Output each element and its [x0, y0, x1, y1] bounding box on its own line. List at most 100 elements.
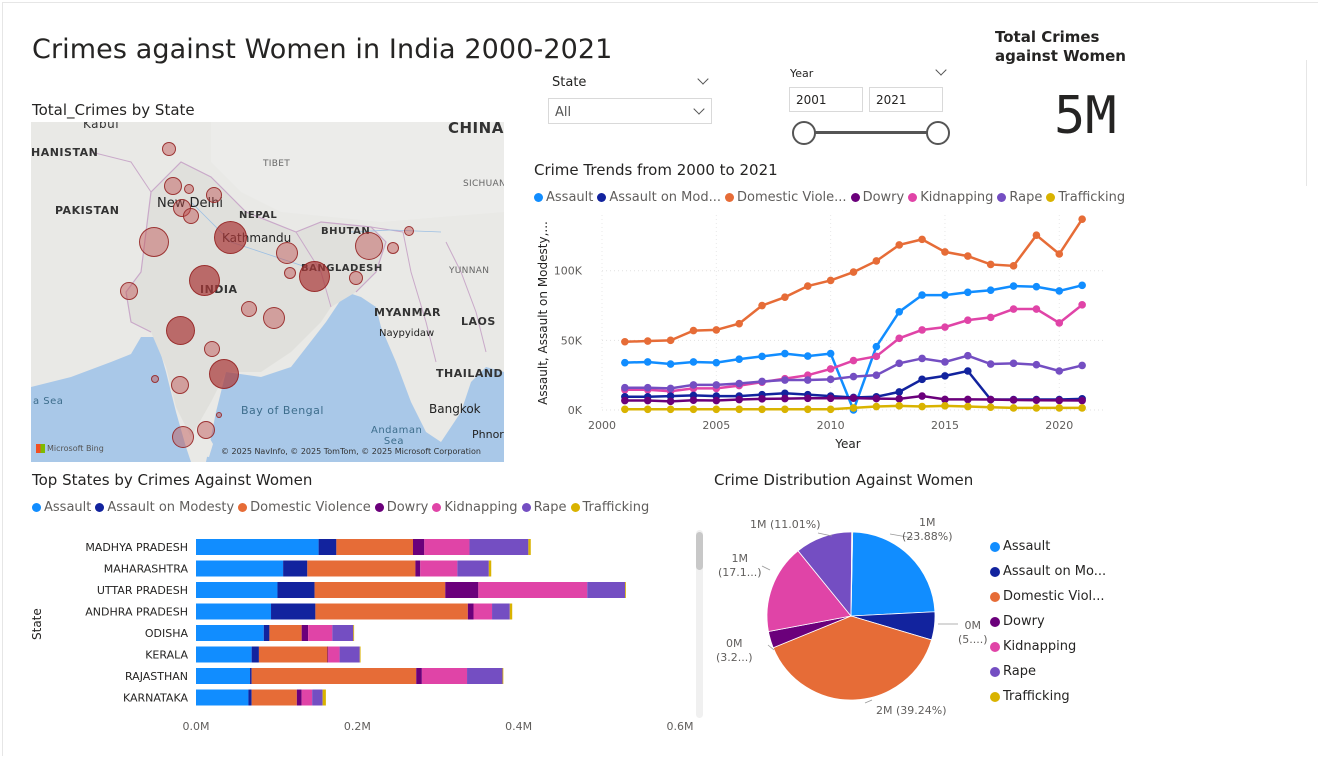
pie-label-assault-on-modesty: 0M (5....)	[958, 619, 988, 646]
legend-label: Trafficking	[1003, 689, 1070, 704]
line-point	[964, 402, 972, 411]
map-bubble[interactable]	[263, 307, 285, 329]
map-bubble[interactable]	[209, 359, 239, 389]
line-point	[1009, 359, 1018, 368]
year-from-input[interactable]: 2001	[789, 87, 863, 112]
map-bubble[interactable]	[120, 282, 138, 300]
line-point	[986, 260, 995, 269]
bar-segment-domestic-violence	[251, 668, 417, 684]
map-bubble[interactable]	[184, 184, 194, 194]
legend-item-domestic-violence[interactable]: Domestic Violence	[238, 500, 371, 515]
legend-item-assault[interactable]: Assault	[32, 500, 91, 515]
map-bubble[interactable]	[299, 261, 330, 292]
legend-item-rape[interactable]: Rape	[997, 190, 1042, 205]
legend-item-trafficking[interactable]: Trafficking	[1046, 190, 1125, 205]
legend-label: Rape	[1003, 664, 1036, 679]
legend-item-assault-on-modesty[interactable]: Assault on Modesty	[95, 500, 234, 515]
map-bubble[interactable]	[183, 208, 199, 224]
line-point	[643, 337, 652, 345]
year-slicer-label: Year	[790, 67, 814, 80]
map-bubble[interactable]	[189, 265, 220, 296]
map-bubble[interactable]	[349, 271, 363, 285]
line-point	[758, 377, 766, 386]
map-bubble[interactable]	[355, 232, 383, 260]
bar-segment-domestic-violence	[314, 582, 446, 598]
map-bubble[interactable]	[139, 227, 169, 257]
map-bubble[interactable]	[172, 426, 194, 448]
line-point	[1078, 301, 1086, 309]
legend-dot	[990, 691, 1000, 702]
bar-segment-assault	[196, 603, 272, 620]
map-bubble[interactable]	[162, 142, 176, 156]
india-bubble-map[interactable]: Kabul HANISTAN PAKISTAN CHINA TIBET SICH…	[31, 122, 504, 462]
legend-item-rape[interactable]: Rape	[521, 500, 567, 515]
map-bubble[interactable]	[216, 412, 222, 418]
y-axis-title: Assault, Assault on Modesty,...	[536, 221, 550, 405]
map-bubble[interactable]	[276, 242, 298, 264]
map-label-china: CHINA	[448, 122, 504, 137]
map-bubble[interactable]	[206, 187, 222, 203]
line-chart-title: Crime Trends from 2000 to 2021	[534, 161, 778, 179]
legend-item-assault[interactable]: Assault	[534, 190, 593, 205]
legend-item-assault-on-modesty[interactable]: Assault on Mo...	[990, 559, 1106, 584]
map-bubble[interactable]	[241, 301, 257, 317]
legend-dot	[850, 193, 860, 202]
map-bubble[interactable]	[204, 341, 220, 357]
bar-segment-domestic-violence	[258, 646, 328, 663]
line-point	[986, 395, 995, 404]
legend-item-rape[interactable]: Rape	[990, 659, 1106, 684]
map-bubble[interactable]	[387, 242, 399, 254]
legend-label: Rape	[533, 500, 567, 515]
state-dropdown[interactable]: All	[548, 98, 712, 124]
line-point	[803, 282, 812, 290]
year-to-input[interactable]: 2021	[869, 87, 943, 112]
year-slider-track[interactable]	[806, 131, 939, 134]
line-point	[712, 326, 721, 334]
bar-segment-rape	[312, 689, 323, 706]
legend-item-kidnapping[interactable]: Kidnapping	[432, 500, 518, 515]
legend-item-trafficking[interactable]: Trafficking	[570, 500, 649, 515]
legend-item-assault-on-modesty[interactable]: Assault on Mod...	[597, 190, 721, 205]
bar-chart-scrollbar-track[interactable]	[696, 530, 703, 718]
map-bubble[interactable]	[151, 375, 159, 383]
pie-leader-line	[817, 532, 833, 537]
legend-label: Assault on Mod...	[609, 190, 721, 205]
legend-item-dowry[interactable]: Dowry	[990, 609, 1106, 634]
map-bubble[interactable]	[284, 267, 296, 279]
bar-chart[interactable]: MADHYA PRADESH MAHARASHTRA UTTAR PRADESH AN…	[40, 530, 700, 740]
bar-segment-assault	[196, 582, 278, 598]
line-point	[872, 402, 881, 411]
bar-segment-trafficking	[502, 668, 504, 684]
bar-segment-trafficking	[353, 625, 355, 641]
map-bubble[interactable]	[214, 221, 247, 254]
legend-item-domestic-violence[interactable]: Domestic Viol...	[990, 584, 1106, 609]
legend-item-dowry[interactable]: Dowry	[374, 500, 428, 515]
line-point	[621, 358, 629, 367]
line-chart[interactable]: 0K 50K 100K 2000 2005 2010 2015 2020 Year Assault…	[530, 205, 1120, 460]
legend-dot	[597, 193, 607, 202]
map-bubble[interactable]	[166, 316, 195, 345]
legend-item-assault[interactable]: Assault	[990, 534, 1106, 559]
bar-segment-kidnapping	[308, 625, 333, 641]
pie-slice-trafficking	[850, 531, 854, 617]
legend-item-dowry[interactable]: Dowry	[850, 190, 904, 205]
map-label-myanmar: MYANMAR	[374, 306, 442, 319]
legend-item-domestic-violence[interactable]: Domestic Viole...	[725, 190, 847, 205]
line-point	[849, 268, 858, 276]
bar-chart-scrollbar-thumb[interactable]	[696, 532, 703, 570]
map-bubble[interactable]	[404, 226, 414, 236]
map-bubble[interactable]	[197, 421, 215, 439]
map-bubble[interactable]	[171, 376, 189, 394]
line-point	[895, 395, 904, 403]
line-point	[758, 352, 766, 361]
legend-label: Assault	[1003, 539, 1051, 554]
pie-chart[interactable]	[700, 500, 990, 730]
year-slider-end-handle[interactable]	[926, 121, 950, 145]
line-point	[964, 288, 972, 297]
legend-item-kidnapping[interactable]: Kidnapping	[908, 190, 993, 205]
map-bubble[interactable]	[164, 177, 182, 195]
legend-item-kidnapping[interactable]: Kidnapping	[990, 634, 1106, 659]
legend-item-trafficking[interactable]: Trafficking	[990, 684, 1106, 709]
year-slider-start-handle[interactable]	[792, 121, 816, 145]
bing-label: Microsoft Bing	[47, 444, 104, 453]
